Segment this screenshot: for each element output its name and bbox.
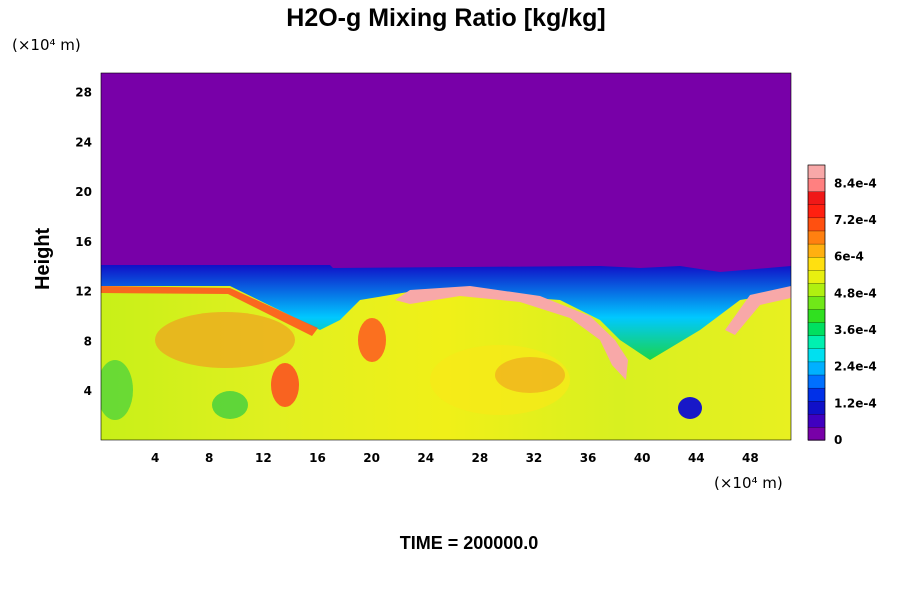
x-tick-label: 16 — [309, 451, 326, 465]
colorbar-swatch — [807, 426, 826, 441]
y-unit-label: (×10⁴ m) — [12, 36, 81, 54]
colorbar-tick-label: 4.8e-4 — [834, 286, 877, 300]
colorbar-tick-label: 1.2e-4 — [834, 396, 877, 410]
y-tick-label: 20 — [75, 185, 92, 199]
colorbar-swatch — [807, 413, 826, 428]
colorbar-tick-label: 0 — [834, 433, 842, 447]
y-tick-label: 12 — [75, 285, 92, 299]
plot-area — [101, 73, 791, 440]
x-tick-label: 48 — [742, 451, 759, 465]
y-tick-label: 4 — [84, 384, 92, 398]
x-tick-label: 4 — [151, 451, 159, 465]
colorbar-tick-label: 6e-4 — [834, 250, 864, 264]
green-left-edge — [101, 360, 133, 420]
colorbar-swatch — [807, 177, 826, 192]
colorbar-swatch — [807, 282, 826, 297]
vortex-band-red — [101, 286, 318, 336]
vortex-red-2 — [358, 318, 386, 362]
vortex-green-1 — [212, 391, 248, 419]
colorbar-swatch — [807, 348, 826, 363]
chart-title: H2O-g Mixing Ratio [kg/kg] — [286, 4, 605, 32]
x-tick-label: 32 — [526, 451, 543, 465]
x-tick-label: 20 — [363, 451, 380, 465]
colorbar-swatch — [807, 400, 826, 415]
y-tick-label: 16 — [75, 235, 92, 249]
time-label: TIME = 200000.0 — [400, 533, 539, 553]
colorbar-swatch — [807, 230, 826, 245]
colorbar-swatch — [807, 387, 826, 402]
x-tick-label: 28 — [471, 451, 488, 465]
x-tick-label: 8 — [205, 451, 213, 465]
colorbar-swatch — [807, 269, 826, 284]
colorbar-swatch — [807, 204, 826, 219]
x-tick-label: 44 — [688, 451, 705, 465]
x-tick-labels: 4 8 12 16 20 24 28 32 36 40 44 48 — [151, 451, 759, 465]
vortex-core-left — [155, 312, 295, 368]
colorbar-swatch — [807, 191, 826, 205]
vortex-orange-right — [495, 357, 565, 393]
y-axis-label: Height — [32, 227, 54, 290]
colorbar-swatch — [807, 308, 826, 323]
colorbar: 0 1.2e-4 2.4e-4 3.6e-4 4.8e-4 6e-4 7.2e-4 8.4e-… — [807, 164, 877, 447]
blue-vortex — [678, 397, 702, 419]
y-tick-label: 8 — [84, 334, 92, 348]
colorbar-swatch — [807, 361, 826, 376]
x-tick-label: 24 — [417, 451, 434, 465]
y-tick-label: 24 — [75, 135, 92, 149]
y-tick-labels: 4 8 12 16 20 24 28 — [75, 86, 92, 399]
colorbar-tick-label: 7.2e-4 — [834, 213, 877, 227]
colorbar-swatch — [807, 243, 826, 258]
colorbar-swatch — [807, 374, 826, 389]
colorbar-tick-label: 2.4e-4 — [834, 360, 877, 374]
colorbar-tick-label: 3.6e-4 — [834, 323, 877, 337]
pink-plume — [395, 286, 628, 380]
y-tick-label: 28 — [75, 86, 92, 100]
pink-plume-right — [725, 286, 791, 335]
colorbar-tick-label: 8.4e-4 — [834, 176, 877, 190]
colorbar-swatch — [807, 256, 826, 271]
colorbar-frame — [807, 164, 826, 441]
colorbar-swatch — [807, 295, 826, 310]
x-unit-label: (×10⁴ m) — [714, 474, 783, 492]
x-tick-label: 36 — [580, 451, 597, 465]
x-tick-label: 12 — [255, 451, 272, 465]
colorbar-swatch — [807, 335, 826, 349]
colorbar-swatch — [807, 164, 826, 179]
vortex-red-1 — [271, 363, 299, 407]
plot-frame — [100, 72, 792, 441]
colorbar-swatch — [807, 217, 826, 232]
colorbar-swatch — [807, 321, 826, 336]
x-tick-label: 40 — [634, 451, 651, 465]
